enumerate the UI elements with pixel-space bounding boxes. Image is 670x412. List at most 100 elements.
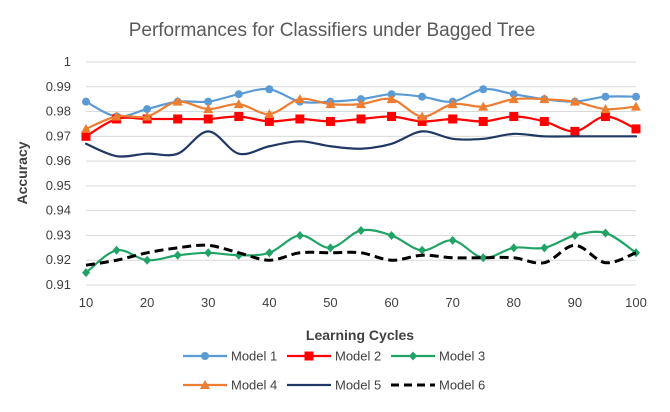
data-point	[356, 114, 366, 124]
x-tick-label: 100	[625, 295, 647, 310]
y-tick-label: 0.91	[46, 277, 71, 292]
data-point	[325, 99, 336, 109]
data-point	[570, 126, 580, 136]
data-point	[539, 94, 550, 104]
data-point	[539, 116, 549, 126]
data-point	[112, 245, 121, 255]
data-point	[143, 255, 152, 265]
x-tick-label: 30	[201, 295, 215, 310]
data-point	[173, 114, 183, 124]
data-point	[143, 105, 152, 114]
data-point	[387, 230, 396, 240]
series-3	[82, 225, 640, 278]
data-point	[81, 123, 91, 133]
data-point	[600, 112, 610, 122]
series-line-5	[84, 130, 638, 158]
data-point	[447, 99, 458, 109]
chart-title: Performances for Classifiers under Bagge…	[129, 20, 536, 41]
data-point	[233, 99, 244, 109]
legend: Model 1 Model 2 Model 3 Model 4 Model 5 Model…	[183, 349, 485, 393]
x-tick-label: 20	[140, 295, 154, 310]
data-point	[295, 230, 304, 240]
y-tick-label: 0.96	[46, 153, 71, 168]
data-point	[172, 96, 183, 106]
y-tick-label: 0.98	[46, 104, 71, 119]
data-point	[631, 124, 641, 134]
data-point	[357, 225, 365, 235]
legend-label: Model 4	[231, 378, 277, 393]
data-point	[356, 99, 366, 109]
data-point	[509, 243, 518, 253]
x-tick-labels: 10 20 30 40 50 60 70 80 90 100	[79, 295, 647, 310]
data-point	[569, 96, 580, 106]
x-axis-label: Learning Cycles	[306, 327, 414, 343]
data-point	[386, 94, 397, 104]
data-point	[601, 228, 610, 238]
data-point	[265, 85, 274, 94]
data-point	[448, 235, 457, 245]
data-point	[508, 94, 519, 104]
legend-label: Model 6	[439, 378, 485, 393]
data-point	[264, 109, 275, 119]
data-point	[82, 268, 90, 278]
data-point	[265, 248, 274, 258]
data-point	[264, 116, 274, 126]
data-point	[479, 253, 488, 263]
y-tick-label: 0.93	[46, 227, 71, 242]
data-point	[417, 116, 427, 126]
legend-label: Model 3	[439, 349, 485, 364]
data-point	[81, 131, 91, 141]
data-point	[478, 101, 489, 111]
data-point	[509, 112, 519, 122]
data-point	[448, 114, 458, 124]
y-tick-label: 0.99	[46, 79, 71, 94]
y-tick-labels: 0.91 0.92 0.93 0.94 0.95 0.96 0.97 0.98 0.99 1	[46, 54, 71, 292]
series-4	[81, 94, 641, 133]
legend-label: Model 1	[231, 349, 277, 364]
x-tick-label: 80	[507, 295, 521, 310]
data-point	[142, 111, 153, 121]
legend-item-5: Model 5	[287, 378, 381, 393]
y-axis-label: Accuracy	[14, 141, 30, 204]
data-point	[203, 114, 213, 124]
legend-marker	[409, 351, 417, 361]
legend-label: Model 5	[335, 378, 381, 393]
data-point	[203, 104, 214, 114]
data-point	[478, 116, 488, 126]
y-tick-label: 1	[64, 54, 71, 69]
legend-item-3: Model 3	[391, 349, 485, 364]
data-point	[600, 104, 611, 114]
legend-item-6: Model 6	[391, 378, 485, 393]
data-point	[418, 245, 427, 255]
data-point	[234, 90, 243, 99]
data-point	[540, 243, 549, 253]
data-point	[295, 114, 305, 124]
data-point	[173, 250, 182, 260]
y-tick-label: 0.95	[46, 178, 71, 193]
data-point	[204, 97, 213, 106]
data-point	[479, 85, 488, 94]
data-point	[294, 94, 305, 104]
series-group	[81, 85, 641, 278]
series-6	[85, 243, 637, 267]
data-point	[387, 112, 397, 122]
y-tick-label: 0.92	[46, 252, 71, 267]
legend-marker	[201, 352, 209, 360]
data-point	[204, 248, 213, 258]
legend-item-4: Model 4	[183, 378, 277, 393]
legend-item-1: Model 1	[183, 349, 277, 364]
data-point	[234, 112, 244, 122]
x-tick-label: 10	[79, 295, 93, 310]
legend-item-2: Model 2	[287, 349, 381, 364]
data-point	[632, 92, 640, 101]
x-tick-label: 70	[445, 295, 459, 310]
series-5	[84, 130, 638, 158]
data-point	[82, 97, 90, 106]
x-tick-label: 90	[568, 295, 582, 310]
data-point	[325, 116, 335, 126]
legend-label: Model 2	[335, 349, 381, 364]
y-tick-label: 0.94	[46, 203, 71, 218]
legend-marker	[200, 380, 210, 389]
